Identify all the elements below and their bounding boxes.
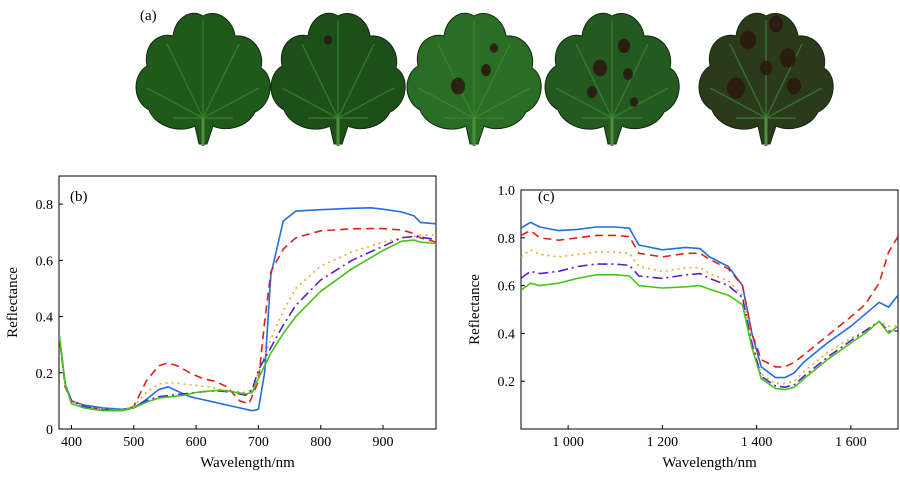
panel-label-c: (c) <box>538 189 555 205</box>
y-tick-label: 0.8 <box>36 198 54 213</box>
leaf-image-row <box>135 12 834 146</box>
series-line-3 <box>59 234 436 411</box>
series-line-4 <box>521 263 898 389</box>
series-line-2 <box>59 227 436 412</box>
leaf-vein <box>575 43 613 119</box>
lesion-spot <box>727 77 745 99</box>
leaf-vein <box>166 43 204 119</box>
leaf-vein <box>611 87 669 119</box>
series-line-3 <box>521 249 898 385</box>
y-tick-label: 0.2 <box>36 367 54 382</box>
x-tick-label: 1 000 <box>552 435 584 450</box>
leaf-stage-1 <box>270 12 406 146</box>
plot-frame <box>520 189 899 430</box>
lesion-spot <box>490 43 498 53</box>
panel-label-b: (b) <box>70 189 88 205</box>
leaf-vein <box>281 87 339 119</box>
y-tick-label: 0.8 <box>498 232 516 247</box>
lesion-spot <box>769 15 783 33</box>
leaf-vein <box>202 43 240 119</box>
x-tick-label: 700 <box>248 435 269 450</box>
y-tick-label: 0.2 <box>498 375 516 390</box>
x-tick-label: 900 <box>373 435 394 450</box>
y-tick-label: 0.4 <box>36 311 54 326</box>
y-tick-label: 0.4 <box>498 327 516 342</box>
lesion-spot <box>451 77 465 95</box>
leaf-stage-3 <box>544 12 680 146</box>
x-tick-label: 500 <box>123 435 144 450</box>
leaf-vein <box>555 87 613 119</box>
lesion-spot <box>630 97 638 107</box>
lesion-spot <box>623 68 633 80</box>
x-tick-label: 800 <box>310 435 331 450</box>
leaf-vein <box>765 43 803 119</box>
leaf-stage-2 <box>406 12 542 146</box>
leaf-vein <box>417 87 475 119</box>
panel-label-a: (a) <box>140 8 157 24</box>
y-tick-label: 1.0 <box>498 184 516 199</box>
series-group <box>521 221 898 391</box>
lesion-spot <box>780 48 796 68</box>
lesion-spot <box>618 38 630 54</box>
leaf-vein <box>337 43 375 119</box>
leaf-vein <box>473 87 531 119</box>
y-tick-label: 0.6 <box>36 254 54 269</box>
leaf-vein <box>473 43 511 119</box>
leaf-vein <box>337 87 395 119</box>
lesion-spot <box>593 59 607 77</box>
leaf-vein <box>301 43 339 119</box>
leaf-vein <box>709 87 767 119</box>
x-tick-label: 1 600 <box>835 435 867 450</box>
series-line-5 <box>521 273 898 391</box>
lesion-spot <box>587 86 597 98</box>
series-line-1 <box>59 207 436 412</box>
leaf-vein <box>611 43 649 119</box>
chart-b: (b) 400 500 600 700 800 900 0 0.2 0.4 0.6 0.8 Wavel… <box>5 175 437 471</box>
y-tick-label: 0.6 <box>498 280 516 295</box>
x-tick-label: 600 <box>186 435 207 450</box>
leaf-vein <box>146 87 204 119</box>
x-axis-label: Wavelength/nm <box>200 455 295 471</box>
leaf-vein <box>729 43 767 119</box>
x-tick-label: 400 <box>61 435 82 450</box>
x-axis-label: Wavelength/nm <box>662 455 757 471</box>
series-group <box>59 207 436 412</box>
series-line-4 <box>59 235 436 412</box>
lesion-spot <box>760 60 772 76</box>
series-line-2 <box>521 229 898 368</box>
leaf-vein <box>765 87 823 119</box>
leaf-vein <box>202 87 260 119</box>
series-line-5 <box>59 239 436 412</box>
leaf-healthy <box>135 12 271 146</box>
leaf-stage-4 <box>698 12 834 146</box>
lesion-spot <box>324 35 332 45</box>
lesion-spot <box>481 64 491 76</box>
lesion-spot <box>787 77 801 95</box>
plot-frame <box>58 175 437 430</box>
y-axis-label: Reflectance <box>467 274 483 345</box>
x-tick-label: 1 400 <box>741 435 773 450</box>
chart-c: (c) 1 000 1 200 1 400 1 600 0.2 0.4 0.6 0.8 1.0 W… <box>467 184 899 471</box>
y-axis-label: Reflectance <box>5 267 21 338</box>
series-line-1 <box>521 221 898 379</box>
x-tick-label: 1 200 <box>647 435 679 450</box>
lesion-spot <box>740 30 756 50</box>
y-tick-label: 0 <box>46 423 53 438</box>
